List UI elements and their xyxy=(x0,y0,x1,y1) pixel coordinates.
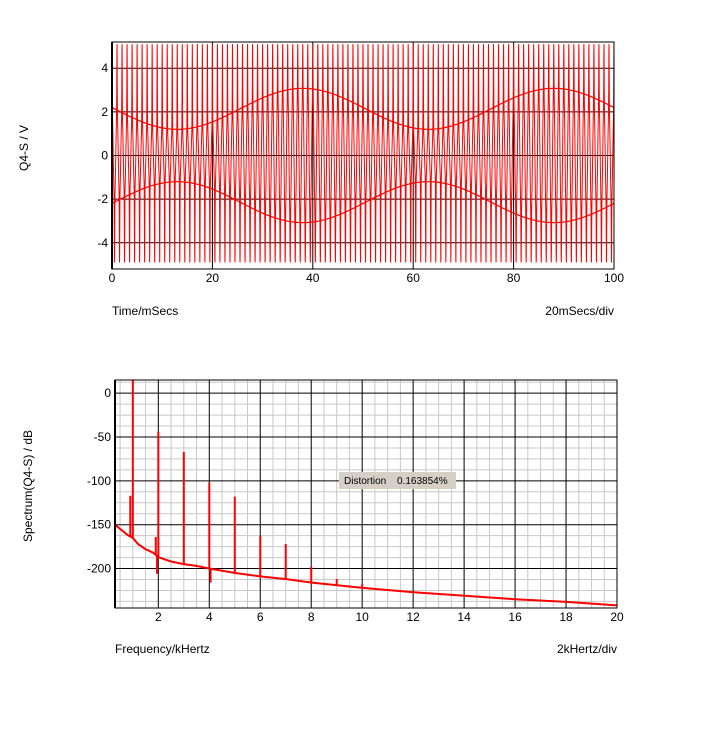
spectrum-x-tick-2: 6 xyxy=(257,610,264,624)
distortion-annotation: Distortion 0.163854% xyxy=(339,472,456,489)
spectrum-y-tick-0: -200 xyxy=(87,562,111,576)
time-y-axis-label: Q4-S / V xyxy=(17,125,31,171)
distortion-label: Distortion xyxy=(344,476,386,487)
spectrum-y-tick-3: -50 xyxy=(94,430,112,444)
spectrum-y-tick-1: -150 xyxy=(87,518,111,532)
spectrum-trace xyxy=(114,380,618,607)
spectrum-grid xyxy=(115,380,618,608)
time-x-tick-3: 60 xyxy=(407,271,421,285)
time-x-tick-4: 80 xyxy=(507,271,521,285)
distortion-value: 0.163854% xyxy=(397,476,448,487)
spectrum-x-tick-0: 2 xyxy=(155,610,162,624)
time-x-axis-label: Time/mSecs xyxy=(112,304,178,318)
time-waveform xyxy=(111,44,615,263)
time-y-tick-2: 0 xyxy=(101,149,108,163)
time-envelope-upper xyxy=(111,87,615,130)
spectrum-tick-labels: 2 4 6 8 10 12 14 16 18 20 -200 -150 -100 -50 0 xyxy=(87,386,624,624)
spectrum-noise-floor xyxy=(114,523,618,607)
time-y-tick-0: -4 xyxy=(97,236,108,250)
spectrum-y-tick-2: -100 xyxy=(87,474,111,488)
spectrum-scale-note: 2kHertz/div xyxy=(557,642,617,656)
spectrum-x-tick-8: 18 xyxy=(559,610,573,624)
spectrum-plot-border xyxy=(114,379,618,609)
time-trace xyxy=(111,44,615,263)
spectrum-y-axis-label: Spectrum(Q4-S) / dB xyxy=(21,430,35,542)
time-y-tick-3: 2 xyxy=(101,105,108,119)
spectrum-x-tick-7: 16 xyxy=(508,610,522,624)
time-x-tick-1: 20 xyxy=(206,271,220,285)
spectrum-x-tick-5: 12 xyxy=(406,610,420,624)
distortion-box xyxy=(339,472,456,489)
spectrum-y-tick-4: 0 xyxy=(104,386,111,400)
time-envelope-lower xyxy=(111,181,615,224)
spectrum-x-tick-4: 10 xyxy=(355,610,369,624)
time-x-tick-5: 100 xyxy=(604,271,624,285)
spectrum-x-tick-6: 14 xyxy=(457,610,471,624)
spectrum-x-tick-3: 8 xyxy=(308,610,315,624)
time-y-tick-1: -2 xyxy=(97,192,108,206)
spectrum-x-tick-9: 20 xyxy=(610,610,624,624)
time-y-tick-4: 4 xyxy=(101,61,108,75)
time-x-tick-0: 0 xyxy=(109,271,116,285)
time-x-tick-2: 40 xyxy=(306,271,320,285)
time-tick-labels: 0 20 40 60 80 100 -4 -2 0 2 4 xyxy=(97,61,624,285)
spectrum-x-tick-1: 4 xyxy=(206,610,213,624)
time-scale-note: 20mSecs/div xyxy=(545,304,614,318)
spectrum-chart: 2 4 6 8 10 12 14 16 18 20 -200 -150 -100 -50 0 Spectru… xyxy=(21,379,624,656)
spectrum-x-axis-label: Frequency/kHertz xyxy=(115,642,210,656)
time-frame xyxy=(111,41,615,270)
spectrum-frame xyxy=(114,379,618,609)
